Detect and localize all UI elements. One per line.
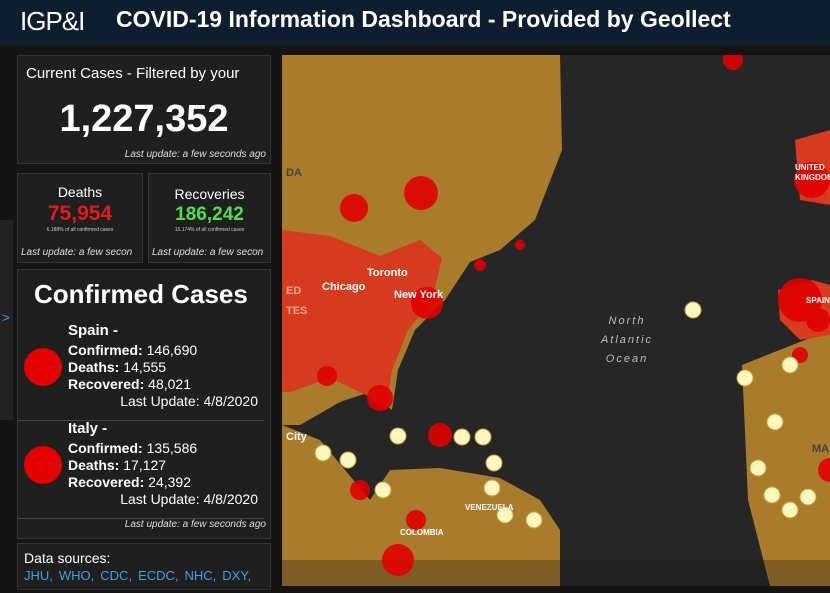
current-cases: Current Cases - Filtered by your 1,227,3… bbox=[17, 55, 271, 164]
list-title: Confirmed Cases bbox=[34, 279, 248, 309]
label: Recovered: bbox=[68, 474, 145, 490]
note: 15.174% of all confirmed cases bbox=[174, 227, 245, 233]
map-label: UNITED bbox=[795, 163, 825, 172]
title: COVID-19 Information Dashboard - Provide… bbox=[116, 6, 731, 32]
map-label: North bbox=[609, 315, 646, 327]
panel-title: Current Cases - Filtered by your bbox=[26, 65, 240, 82]
sources-title: Data sources: bbox=[24, 550, 111, 566]
source-link[interactable]: DXY, bbox=[222, 568, 251, 583]
map-label: ED bbox=[286, 285, 301, 297]
land bbox=[742, 330, 830, 586]
value: 1,227,352 bbox=[59, 98, 229, 140]
marker bbox=[24, 446, 62, 484]
source-link[interactable]: WHO, bbox=[58, 568, 95, 583]
value: 135,586 bbox=[146, 440, 198, 456]
list-item[interactable]: Spain - Confirmed: 146,690 Deaths: 14,55… bbox=[18, 320, 264, 421]
header: IGP&I COVID-19 Information Dashboard - P… bbox=[0, 0, 830, 45]
map-label: Chicago bbox=[322, 281, 366, 293]
logo: IGP&I bbox=[20, 6, 85, 36]
map-label: DA bbox=[286, 167, 302, 179]
map-label: TES bbox=[286, 305, 307, 317]
label: Confirmed: bbox=[68, 342, 143, 358]
region bbox=[282, 230, 442, 410]
map-label: MA bbox=[812, 443, 829, 455]
note: 6.188% of all confirmed cases bbox=[46, 227, 114, 233]
sources: Data sources: JHU, WHO, CDC, ECDC, NHC, DXY, bbox=[17, 543, 271, 590]
map-label: New York bbox=[394, 289, 444, 301]
value: 14,555 bbox=[123, 359, 167, 375]
source-link[interactable]: CDC, bbox=[100, 568, 133, 583]
update: Last update: a few secon bbox=[21, 247, 133, 258]
label: Deaths: bbox=[68, 359, 120, 375]
pins bbox=[314, 301, 817, 529]
map-label: Toronto bbox=[367, 267, 408, 279]
label: Recovered: bbox=[68, 376, 145, 392]
value: 146,690 bbox=[146, 342, 198, 358]
map-label: COLOMBIA bbox=[400, 528, 444, 537]
value: 17,127 bbox=[123, 457, 167, 473]
update: Last update: a few secon bbox=[152, 247, 264, 258]
map-label: KINGDOM bbox=[795, 173, 830, 182]
map-label: City bbox=[286, 431, 308, 443]
label: Deaths: bbox=[68, 457, 120, 473]
map: Toronto Chicago New York North Atlantic … bbox=[282, 55, 830, 586]
deaths: Deaths 75,954 6.188% of all confirmed ca… bbox=[17, 173, 143, 263]
source-link[interactable]: ECDC, bbox=[138, 568, 179, 583]
map-label: Ocean bbox=[606, 353, 648, 365]
map-label: VENEZUELA bbox=[465, 503, 514, 512]
item-update: Last Update: 4/8/2020 bbox=[120, 491, 258, 507]
item-name: Italy - bbox=[68, 420, 108, 437]
land bbox=[282, 425, 560, 586]
confirmed-list: Confirmed Cases Spain - Confirmed: 146,6… bbox=[17, 269, 271, 539]
links: JHU, WHO, CDC, ECDC, NHC, DXY, bbox=[24, 568, 257, 583]
map-labels: Toronto Chicago New York North Atlantic … bbox=[286, 163, 830, 537]
value: 75,954 bbox=[47, 202, 113, 225]
marker bbox=[24, 348, 62, 386]
value: 186,242 bbox=[175, 204, 244, 225]
panel-title: Recoveries bbox=[174, 186, 245, 202]
map-label: SPAIN bbox=[806, 296, 830, 305]
source-link[interactable]: NHC, bbox=[184, 568, 217, 583]
value: 24,392 bbox=[148, 474, 191, 490]
side-toggle[interactable]: > bbox=[0, 220, 13, 420]
label: Confirmed: bbox=[68, 440, 143, 456]
recoveries: Recoveries 186,242 15.174% of all confir… bbox=[148, 173, 271, 263]
panel-title: Deaths bbox=[57, 184, 103, 200]
list-item[interactable]: Italy - Confirmed: 135,586 Deaths: 17,12… bbox=[18, 418, 264, 519]
map-label: Atlantic bbox=[600, 334, 653, 346]
item-name: Spain - bbox=[68, 322, 119, 339]
update: Last update: a few seconds ago bbox=[124, 149, 266, 160]
update: Last update: a few seconds ago bbox=[124, 519, 266, 530]
item-update: Last Update: 4/8/2020 bbox=[120, 393, 258, 409]
source-link[interactable]: JHU, bbox=[24, 568, 53, 583]
value: 48,021 bbox=[148, 376, 191, 392]
